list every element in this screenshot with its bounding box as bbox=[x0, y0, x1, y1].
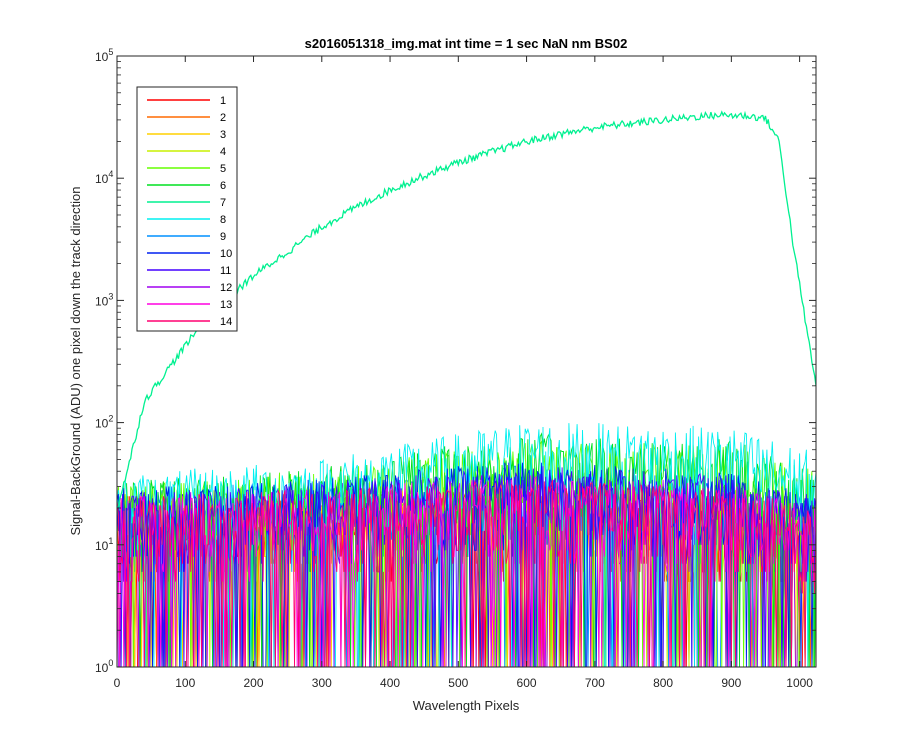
legend-box bbox=[136, 86, 238, 332]
x-tick-label: 200 bbox=[244, 676, 264, 690]
y-tick-label: 103 bbox=[95, 291, 113, 308]
series-layer bbox=[117, 110, 816, 667]
legend-label-5: 5 bbox=[220, 163, 226, 175]
y-tick-label: 100 bbox=[95, 658, 113, 675]
legend-label-9: 9 bbox=[220, 231, 226, 243]
x-tick-label: 100 bbox=[175, 676, 195, 690]
legend-label-10: 10 bbox=[220, 248, 232, 260]
x-axis: 0 100 200 300 400 500 600 700 800 900 1000 bbox=[114, 56, 813, 690]
legend-label-4: 4 bbox=[220, 146, 226, 158]
x-tick-label: 300 bbox=[312, 676, 332, 690]
x-tick-label: 500 bbox=[448, 676, 468, 690]
y-tick-label: 105 bbox=[95, 47, 113, 64]
legend-label-1: 1 bbox=[220, 95, 226, 107]
legend-label-3: 3 bbox=[220, 129, 226, 141]
legend-label-11: 11 bbox=[220, 265, 231, 277]
x-tick-label: 900 bbox=[721, 676, 741, 690]
legend-label-12: 12 bbox=[220, 282, 232, 294]
legend-label-13: 13 bbox=[220, 299, 232, 311]
legend-label-8: 8 bbox=[220, 214, 226, 226]
legend-label-14: 14 bbox=[220, 316, 232, 328]
chart-title: s2016051318_img.mat int time = 1 sec NaN… bbox=[305, 36, 628, 51]
legend-label-7: 7 bbox=[220, 197, 226, 209]
series-14-line bbox=[117, 479, 816, 667]
y-tick-label: 101 bbox=[95, 536, 113, 553]
x-tick-label: 600 bbox=[517, 676, 537, 690]
legend-label-2: 2 bbox=[220, 112, 226, 124]
x-tick-label: 700 bbox=[585, 676, 605, 690]
series-8-line bbox=[117, 423, 816, 667]
x-tick-label: 0 bbox=[114, 676, 121, 690]
plot-frame bbox=[116, 55, 817, 668]
y-tick-label: 102 bbox=[95, 414, 113, 431]
y-tick-label: 104 bbox=[95, 169, 113, 186]
legend-label-6: 6 bbox=[220, 180, 226, 192]
y-axis-label: Signal-BackGround (ADU) one pixel down t… bbox=[68, 186, 83, 535]
x-tick-label: 400 bbox=[380, 676, 400, 690]
x-tick-label: 800 bbox=[653, 676, 673, 690]
series-13-line bbox=[117, 475, 816, 667]
x-axis-label: Wavelength Pixels bbox=[413, 698, 520, 713]
x-tick-label: 1000 bbox=[786, 676, 813, 690]
